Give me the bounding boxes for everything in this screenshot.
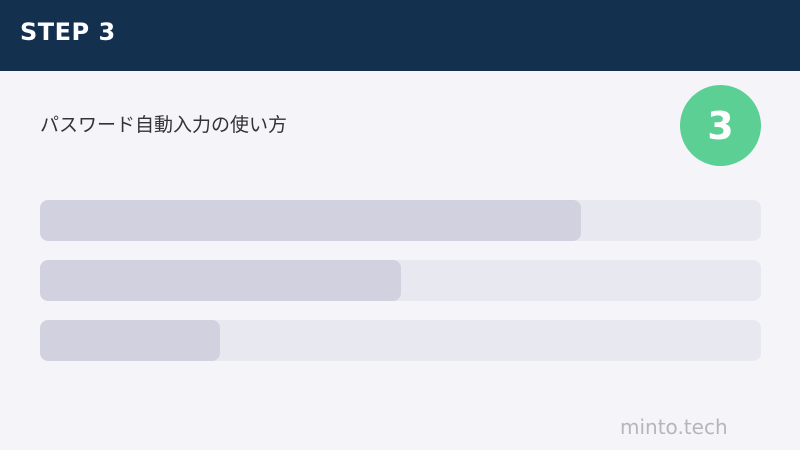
page-subtitle: パスワード自動入力の使い方 bbox=[40, 114, 288, 136]
progress-bar-3 bbox=[40, 320, 761, 361]
watermark: minto.tech bbox=[620, 415, 728, 439]
progress-fill bbox=[40, 320, 221, 361]
progress-fill bbox=[40, 200, 581, 241]
progress-fill bbox=[40, 260, 401, 301]
header-bar: STEP 3 bbox=[0, 0, 800, 71]
step-title: STEP 3 bbox=[20, 18, 116, 46]
step-number-badge: 3 bbox=[680, 85, 761, 166]
progress-bar-2 bbox=[40, 260, 761, 301]
progress-bar-1 bbox=[40, 200, 761, 241]
